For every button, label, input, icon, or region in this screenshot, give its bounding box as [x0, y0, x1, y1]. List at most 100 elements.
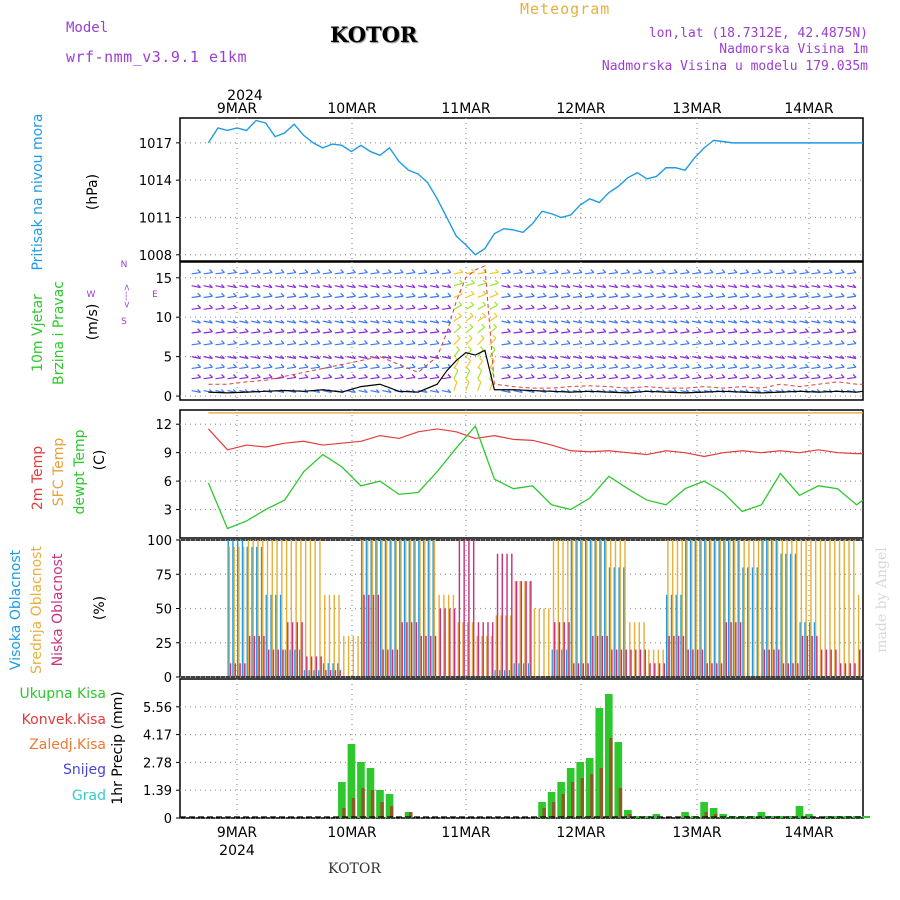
wind-barb: [739, 320, 749, 324]
wind-barb: [322, 285, 332, 289]
wind-barb: [435, 340, 440, 344]
wind-barb: [352, 269, 356, 274]
cloud-bar-mid: [376, 540, 378, 676]
cloud-bar-mid: [385, 540, 388, 676]
wind-barb: [394, 331, 404, 334]
wind-barb: [685, 340, 690, 344]
wind-barb: [709, 328, 714, 333]
wind-barb: [203, 366, 213, 370]
cloud-bar-low: [797, 663, 799, 676]
wind-barb: [566, 328, 571, 333]
wind-barb: [680, 356, 690, 360]
wind-barb: [316, 374, 321, 378]
y-tick-label: 6: [164, 475, 172, 490]
cloud-bar-mid: [452, 594, 455, 676]
wind-barb: [644, 342, 654, 346]
cloud-bar-high: [599, 540, 601, 676]
temperature-series: [207, 412, 864, 530]
wind-barb: [203, 285, 213, 289]
precip-conv-bar: [571, 782, 575, 818]
cloud-bar-low: [654, 663, 656, 676]
cloud-bar-mid: [605, 540, 607, 676]
wind-barb: [286, 342, 297, 346]
cloud-bar-low: [229, 663, 232, 676]
cloud-bar-mid: [257, 540, 259, 676]
wind-barb: [596, 356, 606, 360]
wind-barb: [644, 285, 654, 289]
cloud-bar-high: [246, 546, 248, 676]
wind-barb: [697, 374, 702, 378]
wind-barb: [292, 304, 297, 309]
cloud-bar-low: [306, 656, 308, 676]
wind-barb: [370, 342, 380, 346]
wind-barb: [268, 355, 273, 359]
wind-barb: [554, 328, 559, 333]
wind-barb: [197, 363, 202, 368]
wind-barb: [191, 295, 201, 299]
wind-barb: [596, 331, 606, 334]
wind-barb: [823, 331, 833, 334]
bottom-day-label: 9MAR: [217, 825, 258, 841]
cloud-bar-low: [606, 635, 608, 676]
wind-barb: [632, 376, 642, 380]
cloud-bar-mid: [509, 615, 512, 676]
wind-barb: [787, 285, 797, 289]
wind-barb: [453, 282, 463, 287]
wind-barb: [322, 271, 332, 275]
precip-total-bar: [776, 816, 785, 818]
cloud-bar-mid: [476, 635, 478, 676]
temp-ylabel-a: 2m Temp: [30, 446, 46, 510]
wind-barb: [668, 271, 678, 275]
wind-barb: [739, 356, 749, 360]
cloud-bar-mid: [743, 540, 745, 676]
wind-barb: [668, 331, 678, 334]
wind-barb: [465, 293, 475, 299]
cloud-bar-high: [494, 670, 496, 676]
wind-barb: [828, 328, 833, 333]
precip-total-bar: [557, 782, 565, 818]
precip-total-bar: [547, 792, 556, 818]
cloud-bar-low: [301, 622, 303, 676]
dewpt-line: [207, 424, 864, 530]
cloud-bar-low: [835, 649, 837, 676]
wind-barb: [697, 340, 702, 344]
wind-barb: [227, 366, 237, 370]
wind-barb: [334, 366, 344, 370]
wind-barb: [763, 295, 773, 299]
cloud-bar-mid: [495, 615, 498, 676]
wind-barb: [697, 292, 702, 297]
cloud-bar-low: [248, 635, 251, 676]
wind-barb: [852, 328, 857, 333]
cloud-bar-mid: [662, 649, 664, 676]
cloud-bar-low: [325, 670, 327, 676]
cloud-bar-low: [449, 608, 451, 676]
cloud-bar-high: [723, 540, 725, 676]
wind-barb: [501, 307, 511, 310]
wind-barb: [692, 320, 702, 324]
wind-barb: [507, 292, 511, 297]
wind-barb: [453, 326, 462, 334]
wind-barb: [608, 342, 618, 346]
wind-barb: [418, 366, 428, 370]
wind-barb: [626, 363, 631, 368]
wind-barb: [292, 284, 297, 288]
temp-ylabel-b: SFC Temp: [51, 438, 67, 507]
wind-barb: [375, 304, 380, 309]
wind-barb: [453, 304, 463, 310]
wind-barb: [191, 320, 201, 324]
cloud-bar-low: [277, 649, 279, 676]
wind-barb: [340, 374, 345, 378]
wind-barb: [614, 328, 619, 333]
wind-barb: [477, 315, 486, 322]
cloud-bar-high: [613, 567, 615, 676]
wind-barb: [649, 284, 654, 288]
wind-speed-line: [208, 349, 864, 394]
wind-barb: [215, 342, 225, 346]
cloud-bar-high: [294, 649, 296, 676]
wind-barb: [733, 304, 738, 309]
wind-barb: [215, 376, 225, 380]
cloud-bar-mid: [252, 540, 254, 676]
wind-barb: [745, 284, 750, 288]
precip-total-bar: [652, 814, 661, 818]
cloud-bar-mid: [500, 615, 502, 676]
